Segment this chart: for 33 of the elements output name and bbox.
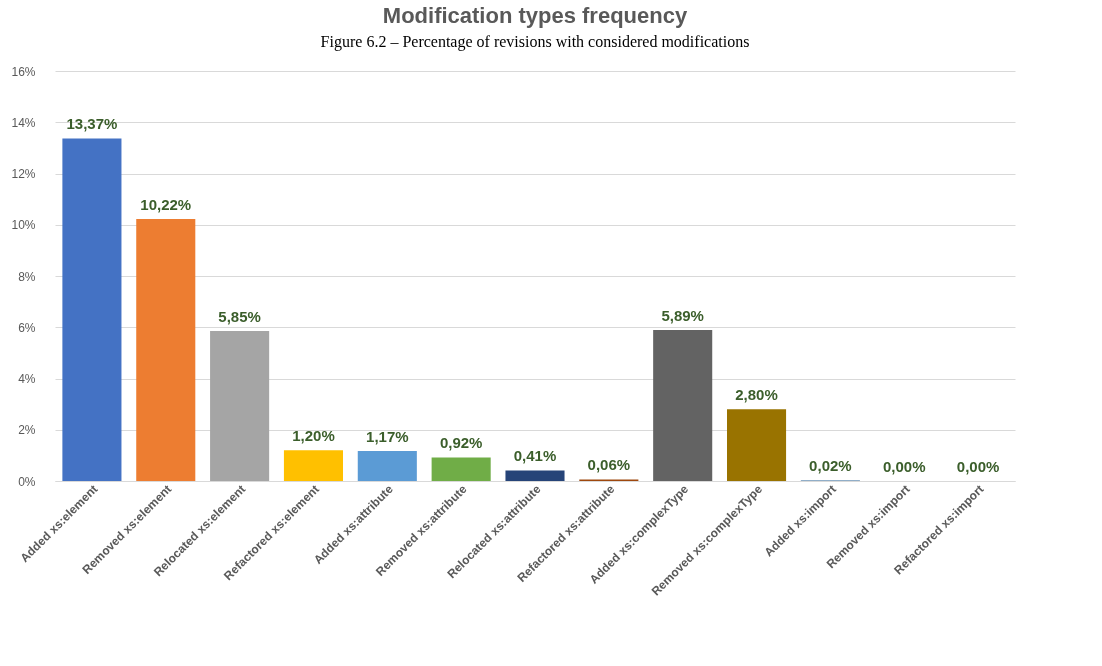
data-label: 0,00% <box>882 458 926 475</box>
data-label: 13,37% <box>66 115 118 133</box>
bar <box>357 451 417 481</box>
bar <box>62 138 122 481</box>
data-label: 0,41% <box>513 447 557 465</box>
bar <box>505 470 565 481</box>
y-tick-label: 4% <box>18 372 36 386</box>
y-tick-label: 0% <box>18 474 36 489</box>
data-label: 1,20% <box>292 427 335 445</box>
data-label: 5,85% <box>218 308 261 326</box>
bar <box>136 219 196 481</box>
bar <box>727 409 787 481</box>
y-tick-label: 10% <box>11 218 36 233</box>
chart-title: Modification types frequency <box>382 3 688 28</box>
data-label: 0,00% <box>956 458 1000 475</box>
data-label: 10,22% <box>140 196 192 214</box>
y-tick-label: 6% <box>18 320 36 335</box>
data-label: 1,17% <box>366 428 409 446</box>
y-tick-label: 14% <box>11 115 36 130</box>
bar <box>210 331 270 481</box>
data-label: 5,89% <box>661 307 704 325</box>
bar <box>653 330 713 481</box>
caption: Figure 6.2 – Percentage of revisions with considered modifications <box>320 33 750 51</box>
data-label: 0,02% <box>809 457 852 475</box>
data-label: 0,06% <box>587 456 631 474</box>
bar <box>283 450 343 481</box>
data-label: 2,80% <box>735 386 778 404</box>
y-tick-label: 2% <box>18 423 36 438</box>
data-label: 0,92% <box>439 434 483 452</box>
y-tick-label: 16% <box>11 64 36 79</box>
y-tick-label: 8% <box>18 269 36 284</box>
bar <box>431 457 491 481</box>
y-tick-label: 12% <box>11 167 36 181</box>
